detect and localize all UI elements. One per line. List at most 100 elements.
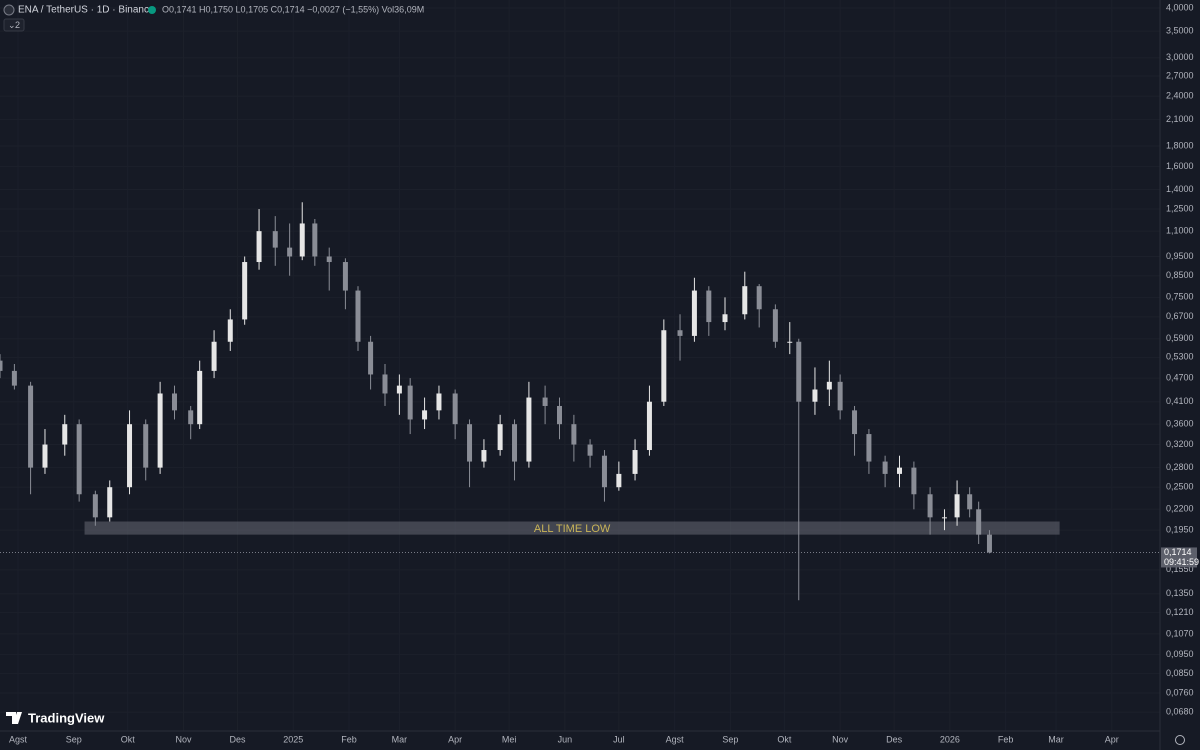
symbol-icon[interactable] bbox=[3, 4, 15, 16]
x-tick-label: Okt bbox=[121, 734, 136, 744]
y-tick-label: 2,4000 bbox=[1166, 91, 1194, 101]
candle-body bbox=[197, 370, 203, 425]
candle-body bbox=[256, 231, 262, 263]
grid bbox=[0, 0, 1160, 731]
indicator-toggle[interactable] bbox=[3, 18, 25, 32]
y-tick-label: 3,5000 bbox=[1166, 25, 1194, 35]
candle-body bbox=[172, 393, 178, 411]
candle-body bbox=[837, 381, 843, 411]
candle-body bbox=[42, 444, 48, 468]
candle-body bbox=[526, 397, 532, 462]
indicator-badge-arrow: ⌄ bbox=[8, 20, 16, 30]
x-tick-label: Okt bbox=[777, 734, 792, 744]
candle-body bbox=[556, 405, 562, 425]
candle-body bbox=[452, 393, 458, 425]
candle-body bbox=[976, 509, 982, 535]
x-tick-label: Jul bbox=[613, 734, 625, 744]
candle-body bbox=[299, 223, 305, 257]
zone bbox=[84, 521, 1060, 535]
candle-body bbox=[897, 467, 903, 474]
y-tick-label: 0,5900 bbox=[1166, 333, 1194, 343]
market-status bbox=[148, 6, 156, 14]
candle-body bbox=[756, 286, 762, 310]
candle-body bbox=[796, 341, 802, 402]
y-tick-label: 2,7000 bbox=[1166, 70, 1194, 80]
x-tick-label: Apr bbox=[448, 734, 462, 744]
axes: 4,0000 3,5000 3,0000 2,7000 2,4000 2,1000 1,80… bbox=[9, 2, 1199, 744]
candle-body bbox=[941, 517, 947, 519]
candle-body bbox=[882, 461, 888, 474]
y-tick-label: 0,0680 bbox=[1166, 707, 1194, 717]
candle-body bbox=[812, 389, 818, 402]
y-tick-label: 0,1350 bbox=[1166, 588, 1194, 598]
candle-body bbox=[143, 424, 149, 468]
ohlc-values: O0,1741 H0,1750 L0,1705 C0,1714 −0,0027 … bbox=[162, 4, 424, 14]
candle-body bbox=[967, 494, 973, 510]
candle-body bbox=[616, 473, 622, 488]
plot-area: ALL TIME LOW bbox=[0, 202, 1160, 601]
candle-body bbox=[787, 341, 793, 343]
candle-body bbox=[866, 434, 872, 462]
y-tick-label: 1,6000 bbox=[1166, 161, 1194, 171]
x-tick-label: Sep bbox=[66, 734, 82, 744]
x-tick-label: Mar bbox=[392, 734, 408, 744]
y-tick-label: 0,2800 bbox=[1166, 462, 1194, 472]
x-tick-label: Agst bbox=[9, 734, 28, 744]
candle-body bbox=[706, 290, 712, 323]
x-tick-label: Sep bbox=[722, 734, 738, 744]
y-tick-label: 1,1000 bbox=[1166, 226, 1194, 236]
candle-body bbox=[772, 309, 778, 342]
candle-body bbox=[312, 223, 318, 257]
candle-body bbox=[571, 424, 577, 445]
y-tick-label: 4,0000 bbox=[1166, 2, 1194, 12]
candle-body bbox=[382, 374, 388, 394]
candle-body bbox=[28, 385, 34, 468]
candle-body bbox=[467, 424, 473, 462]
candle-body bbox=[742, 286, 748, 315]
x-tick-label: Feb bbox=[998, 734, 1014, 744]
x-tick-label: 2026 bbox=[940, 734, 960, 744]
candle-body bbox=[512, 424, 518, 462]
settings-button[interactable] bbox=[1175, 735, 1185, 745]
candle-body bbox=[691, 290, 697, 336]
candle-body bbox=[242, 262, 248, 320]
candle-body bbox=[211, 341, 217, 371]
y-tick-label: 0,7500 bbox=[1166, 292, 1194, 302]
candle-body bbox=[396, 385, 402, 394]
y-tick-label: 0,1950 bbox=[1166, 525, 1194, 535]
symbol-title[interactable]: ENA / TetherUS · 1D · Binance bbox=[18, 5, 155, 16]
candle-body bbox=[157, 393, 163, 468]
y-tick-label: 0,1210 bbox=[1166, 607, 1194, 617]
y-tick-label: 0,1070 bbox=[1166, 628, 1194, 638]
candle-body bbox=[92, 494, 98, 518]
candle-body bbox=[481, 450, 487, 462]
price-tag-countdown: 09:41:59 bbox=[1164, 557, 1199, 567]
y-tick-label: 1,8000 bbox=[1166, 140, 1194, 150]
candle-body bbox=[76, 424, 82, 495]
candle-body bbox=[227, 319, 233, 342]
candle-body bbox=[436, 393, 442, 411]
x-tick-label: Mar bbox=[1048, 734, 1064, 744]
y-tick-label: 1,2500 bbox=[1166, 203, 1194, 213]
candle-body bbox=[911, 467, 917, 495]
candle-body bbox=[542, 397, 548, 406]
candle-body bbox=[422, 410, 428, 420]
x-tick-label: Nov bbox=[175, 734, 192, 744]
candle-body bbox=[188, 410, 194, 425]
candle-body bbox=[342, 262, 348, 291]
y-tick-label: 0,5300 bbox=[1166, 352, 1194, 362]
indicator-badge: 2 bbox=[15, 20, 20, 30]
y-tick-label: 3,0000 bbox=[1166, 52, 1194, 62]
y-tick-label: 2,1000 bbox=[1166, 114, 1194, 124]
candle-body bbox=[632, 450, 638, 474]
x-tick-label: Nov bbox=[832, 734, 849, 744]
candle-body bbox=[661, 330, 667, 402]
x-tick-label: Des bbox=[229, 734, 246, 744]
candle-body bbox=[326, 256, 332, 263]
candle-body bbox=[62, 424, 68, 445]
x-tick-label: Jun bbox=[558, 734, 573, 744]
y-tick-label: 0,3200 bbox=[1166, 439, 1194, 449]
x-tick-label: Des bbox=[886, 734, 903, 744]
candle-body bbox=[272, 231, 278, 248]
